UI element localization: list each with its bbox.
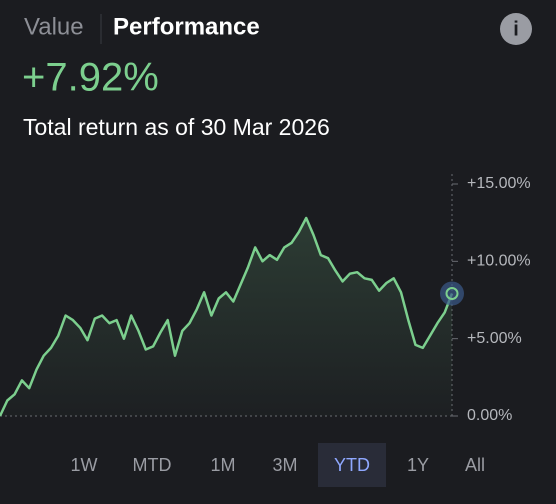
area (0, 218, 452, 416)
end-halo (440, 281, 464, 306)
info-icon[interactable]: i (513, 18, 519, 40)
total-return: +7.92% (22, 56, 159, 100)
chart: 0.00% +5.00% +10.00% +15.00% (0, 174, 531, 424)
tab-value[interactable]: Value (24, 13, 84, 40)
range-tab[interactable]: 1M (210, 455, 235, 475)
y-tick-label: +15.00% (467, 175, 531, 192)
tab-performance[interactable]: Performance (113, 13, 260, 40)
subtitle: Total return as of 30 Mar 2026 (23, 114, 330, 140)
end-marker (445, 287, 459, 301)
range-tabs: 1W MTD 1M 3M YTD 1Y All (71, 443, 485, 487)
y-tick-label: 0.00% (467, 407, 512, 424)
range-tab[interactable]: 1W (71, 455, 98, 475)
info-button[interactable] (500, 13, 532, 45)
range-tab[interactable]: YTD (334, 455, 370, 475)
selected-range-bg (318, 443, 386, 487)
range-tab[interactable]: 3M (272, 455, 297, 475)
y-tick-label: +5.00% (467, 330, 522, 347)
range-tab[interactable]: MTD (133, 455, 172, 475)
range-tab[interactable]: 1Y (407, 455, 429, 475)
y-tick-label: +10.00% (467, 253, 531, 270)
line (0, 216, 454, 417)
range-tab[interactable]: All (465, 455, 485, 475)
